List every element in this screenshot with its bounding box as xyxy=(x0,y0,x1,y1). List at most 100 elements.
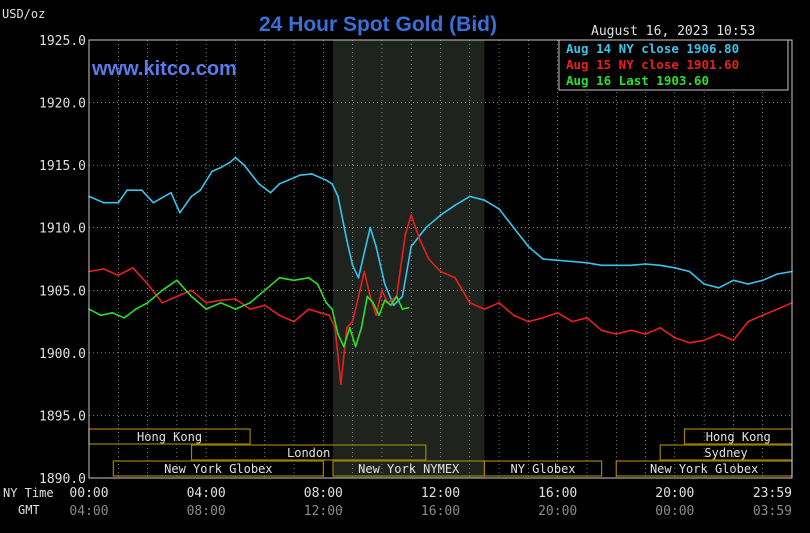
market-session-label: Hong Kong xyxy=(706,430,771,444)
series-point-1 xyxy=(659,326,662,329)
series-point-1 xyxy=(498,301,500,304)
series-point-0 xyxy=(542,258,544,260)
series-point-2 xyxy=(123,316,126,319)
series-point-2 xyxy=(146,301,149,304)
series-point-0 xyxy=(319,176,322,179)
series-point-0 xyxy=(468,195,471,198)
series-point-0 xyxy=(615,264,618,267)
series-point-0 xyxy=(102,201,105,204)
series-point-0 xyxy=(747,283,749,285)
series-point-1 xyxy=(161,301,164,304)
series-point-1 xyxy=(102,268,105,270)
series-point-0 xyxy=(325,179,328,182)
series-point-2 xyxy=(278,276,281,279)
series-point-1 xyxy=(410,214,413,217)
series-point-2 xyxy=(372,301,374,304)
series-point-0 xyxy=(383,283,386,285)
series-point-0 xyxy=(178,211,181,214)
series-point-1 xyxy=(219,299,222,302)
series-point-0 xyxy=(644,263,647,265)
series-point-1 xyxy=(190,289,193,292)
series-point-2 xyxy=(263,289,266,292)
series-point-0 xyxy=(600,264,603,267)
series-point-0 xyxy=(673,266,676,269)
series-point-1 xyxy=(776,308,779,310)
series-point-2 xyxy=(383,299,386,302)
series-point-2 xyxy=(316,283,319,285)
series-point-1 xyxy=(319,311,322,314)
series-point-0 xyxy=(439,214,442,217)
series-point-0 xyxy=(571,260,574,263)
x-tick-label-gmt: 00:00 xyxy=(655,504,694,519)
series-point-0 xyxy=(454,204,456,207)
series-line-1 xyxy=(88,214,793,385)
x-tick-label-gmt: 20:00 xyxy=(538,504,577,519)
legend-box xyxy=(558,39,789,91)
series-point-2 xyxy=(401,308,404,310)
series-point-0 xyxy=(659,264,662,267)
series-point-0 xyxy=(140,189,143,192)
series-point-1 xyxy=(439,270,442,273)
series-point-1 xyxy=(404,233,407,235)
series-point-0 xyxy=(401,295,404,298)
y-tick-label: 1900.0 xyxy=(39,347,86,362)
series-point-0 xyxy=(363,251,366,254)
series-point-0 xyxy=(351,264,354,267)
series-point-0 xyxy=(152,201,155,204)
legend-entry-aug16: Aug 16 Last 1903.60 xyxy=(566,73,709,88)
series-point-1 xyxy=(644,333,647,335)
series-point-1 xyxy=(328,314,331,317)
series-point-1 xyxy=(234,298,237,300)
x-tick-label-ny: 20:00 xyxy=(655,486,694,501)
y-tick-label: 1910.0 xyxy=(39,222,86,237)
y-axis-ticks: 1925.0 1920.0 1915.0 1910.0 1905.0 1900.0 1895… xyxy=(39,34,86,487)
series-point-1 xyxy=(454,276,456,279)
series-point-0 xyxy=(586,261,588,264)
series-point-2 xyxy=(219,301,222,304)
ny-time-label: NY Time xyxy=(3,486,54,500)
series-point-1 xyxy=(673,336,676,339)
series-point-0 xyxy=(761,279,764,282)
series-point-2 xyxy=(337,333,339,335)
series-point-0 xyxy=(776,273,779,275)
series-point-0 xyxy=(234,156,237,159)
series-point-1 xyxy=(381,289,383,292)
series-point-2 xyxy=(307,276,310,279)
series-point-0 xyxy=(269,191,272,194)
series-point-1 xyxy=(334,326,336,329)
legend: Aug 14 NY close 1906.80 Aug 15 NY close … xyxy=(558,39,789,91)
series-point-1 xyxy=(363,270,366,273)
series-point-2 xyxy=(366,295,369,298)
series-point-1 xyxy=(468,301,471,304)
series-point-1 xyxy=(483,308,486,310)
series-point-1 xyxy=(630,329,632,332)
x-tick-label-gmt: 04:00 xyxy=(69,504,108,519)
series-point-1 xyxy=(419,239,421,242)
y-tick-label: 1925.0 xyxy=(39,34,86,49)
series-point-1 xyxy=(427,258,430,260)
market-sessions: Hong Kong Hong Kong London Sydney New York G… xyxy=(88,428,793,477)
series-point-2 xyxy=(378,314,380,317)
series-point-0 xyxy=(310,173,313,175)
series-point-1 xyxy=(351,320,354,323)
series-point-1 xyxy=(375,314,377,317)
y-tick-label: 1895.0 xyxy=(39,409,86,424)
series-point-1 xyxy=(703,339,705,342)
series-point-2 xyxy=(395,295,398,298)
market-session-label: New York Globex xyxy=(650,462,758,476)
legend-entry-aug14: Aug 14 NY close 1906.80 xyxy=(566,41,739,56)
x-tick-label-gmt: 12:00 xyxy=(304,504,343,519)
series-point-1 xyxy=(293,320,295,323)
legend-entry-aug15: Aug 15 NY close 1901.60 xyxy=(566,57,739,72)
series-point-1 xyxy=(132,266,134,269)
chart-title: 24 Hour Spot Gold (Bid) xyxy=(259,13,497,36)
series-point-0 xyxy=(117,201,120,204)
series-point-0 xyxy=(732,279,735,282)
series-point-2 xyxy=(190,295,193,298)
x-tick-label-ny: 12:00 xyxy=(421,486,460,501)
watermark: www.kitco.com xyxy=(91,58,237,80)
series-point-0 xyxy=(211,170,213,173)
x-tick-label-ny: 16:00 xyxy=(538,486,577,501)
series-point-1 xyxy=(340,383,342,385)
series-point-0 xyxy=(190,195,193,198)
